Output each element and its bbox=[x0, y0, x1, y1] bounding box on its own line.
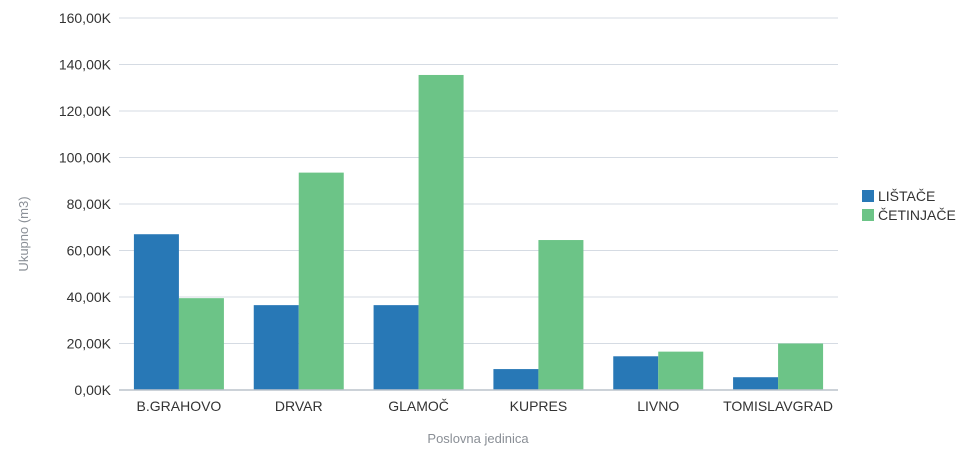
legend-swatch bbox=[862, 190, 874, 202]
y-tick-label: 140,00K bbox=[59, 57, 112, 73]
x-tick-label: LIVNO bbox=[637, 398, 679, 414]
legend-label: LIŠTAČE bbox=[878, 188, 935, 204]
grid-lines bbox=[119, 18, 838, 344]
y-tick-label: 40,00K bbox=[67, 289, 112, 305]
y-tick-label: 120,00K bbox=[59, 103, 112, 119]
bar-cetinjace[interactable] bbox=[299, 173, 344, 390]
legend-item-listace[interactable]: LIŠTAČE bbox=[862, 186, 956, 205]
x-tick-label: KUPRES bbox=[510, 398, 568, 414]
bar-listace[interactable] bbox=[254, 305, 299, 390]
y-tick-label: 0,00K bbox=[74, 382, 111, 398]
bar-listace[interactable] bbox=[733, 377, 778, 390]
x-tick-label: B.GRAHOVO bbox=[137, 398, 222, 414]
y-axis-label: Ukupno (m3) bbox=[16, 196, 31, 271]
bar-listace[interactable] bbox=[134, 234, 179, 390]
bar-cetinjace[interactable] bbox=[778, 344, 823, 391]
legend-swatch bbox=[862, 209, 874, 221]
x-tick-labels: B.GRAHOVO DRVAR GLAMOČ KUPRES LIVNO TOMISLAVG… bbox=[137, 398, 834, 414]
bar-cetinjace[interactable] bbox=[419, 75, 464, 390]
bar-cetinjace[interactable] bbox=[538, 240, 583, 390]
y-tick-label: 60,00K bbox=[67, 243, 112, 259]
legend: LIŠTAČE ČETINJAČE bbox=[862, 186, 956, 224]
x-axis-label: Poslovna jedinica bbox=[427, 431, 529, 446]
legend-label: ČETINJAČE bbox=[878, 207, 956, 223]
bar-listace[interactable] bbox=[374, 305, 419, 390]
y-tick-label: 100,00K bbox=[59, 150, 112, 166]
bars bbox=[134, 75, 823, 390]
y-tick-label: 80,00K bbox=[67, 196, 112, 212]
y-tick-label: 20,00K bbox=[67, 336, 112, 352]
y-tick-labels: 0,00K 20,00K 40,00K 60,00K 80,00K 100,00K 120,… bbox=[59, 10, 112, 398]
bar-cetinjace[interactable] bbox=[658, 352, 703, 390]
bar-listace[interactable] bbox=[493, 369, 538, 390]
bar-listace[interactable] bbox=[613, 356, 658, 390]
x-tick-label: DRVAR bbox=[275, 398, 323, 414]
y-tick-label: 160,00K bbox=[59, 10, 112, 26]
legend-item-cetinjace[interactable]: ČETINJAČE bbox=[862, 205, 956, 224]
x-tick-label: TOMISLAVGRAD bbox=[723, 398, 833, 414]
bar-cetinjace[interactable] bbox=[179, 298, 224, 390]
x-tick-label: GLAMOČ bbox=[388, 398, 449, 414]
